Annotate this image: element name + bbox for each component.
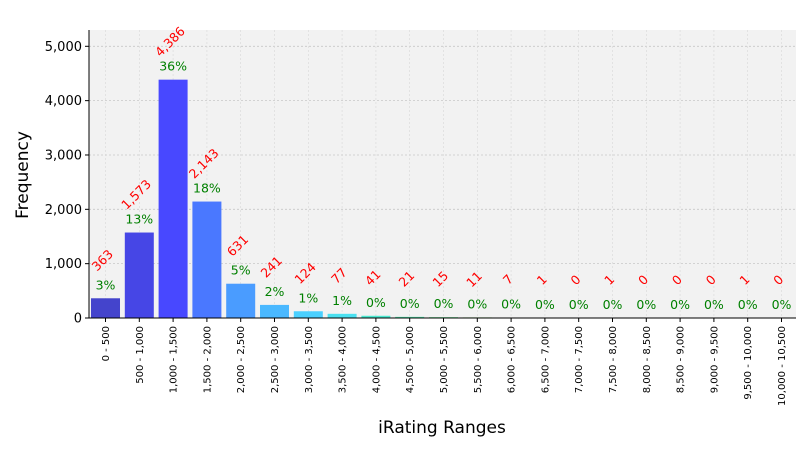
bar (327, 313, 357, 318)
x-axis-ticks: 0 - 500 500 - 1,000 1,000 - 1,500 1,500 - 2… (101, 318, 788, 406)
percent-label: 0% (366, 295, 386, 310)
x-tick-label: 1,500 - 2,000 (202, 326, 213, 393)
x-tick-label: 7,500 - 8,000 (608, 326, 619, 393)
percent-label: 18% (193, 181, 221, 196)
x-tick-label: 500 - 1,000 (135, 326, 146, 384)
x-tick-label: 7,000 - 7,500 (574, 326, 585, 393)
percent-labels: 3% 13% 36% 18% 5% 2% 1% 1% 0% 0% 0% 0% 0% 0% 0% 0% 0% 0% 0… (96, 59, 792, 312)
percent-label: 0% (772, 297, 792, 312)
x-axis-title: iRating Ranges (378, 418, 506, 438)
bar (91, 298, 120, 318)
bar (192, 201, 222, 318)
bar (158, 79, 188, 318)
y-axis-ticks: 0 1,000 2,000 3,000 4,000 5,000 (45, 40, 89, 327)
x-tick-label: 9,500 - 10,000 (743, 326, 754, 400)
percent-label: 5% (231, 263, 251, 278)
percent-label: 0% (738, 297, 758, 312)
bar (395, 316, 425, 318)
x-tick-label: 6,500 - 7,000 (540, 326, 551, 393)
y-axis-title: Frequency (13, 131, 33, 219)
bar (124, 232, 154, 318)
percent-label: 36% (159, 59, 187, 74)
x-tick-label: 3,500 - 4,000 (338, 326, 349, 393)
percent-label: 2% (265, 284, 285, 299)
y-tick-label: 1,000 (45, 257, 82, 272)
percent-label: 0% (704, 297, 724, 312)
percent-label: 0% (535, 297, 555, 312)
x-tick-label: 6,000 - 6,500 (507, 326, 518, 393)
y-tick-label: 4,000 (45, 94, 82, 109)
percent-label: 0% (670, 297, 690, 312)
x-tick-label: 8,000 - 8,500 (642, 326, 653, 393)
x-tick-label: 4,000 - 4,500 (371, 326, 382, 393)
x-tick-label: 10,000 - 10,500 (777, 326, 788, 406)
bar (260, 304, 289, 318)
x-tick-label: 0 - 500 (101, 326, 112, 361)
y-tick-label: 3,000 (45, 148, 82, 163)
bar (293, 311, 323, 318)
x-tick-label: 5,000 - 5,500 (439, 326, 450, 393)
x-tick-label: 5,500 - 6,000 (473, 326, 484, 393)
bar (361, 315, 391, 318)
y-tick-label: 2,000 (45, 203, 82, 218)
percent-label: 13% (125, 212, 153, 227)
percent-label: 0% (400, 296, 420, 311)
percent-label: 0% (636, 297, 656, 312)
y-tick-label: 5,000 (45, 40, 82, 55)
x-tick-label: 1,000 - 1,500 (169, 326, 180, 393)
x-tick-label: 2,000 - 2,500 (236, 326, 247, 393)
percent-label: 0% (603, 297, 623, 312)
x-tick-label: 2,500 - 3,000 (270, 326, 281, 393)
x-tick-label: 8,500 - 9,000 (676, 326, 687, 393)
percent-label: 0% (569, 297, 589, 312)
percent-label: 1% (332, 293, 352, 308)
percent-label: 0% (501, 297, 521, 312)
percent-label: 1% (298, 290, 318, 305)
percent-label: 0% (467, 296, 487, 311)
bar (226, 283, 256, 318)
percent-label: 3% (96, 277, 116, 292)
percent-label: 0% (434, 296, 454, 311)
y-tick-label: 0 (74, 312, 82, 327)
bars (91, 79, 763, 318)
x-tick-label: 4,500 - 5,000 (405, 326, 416, 393)
grid-lines (89, 30, 796, 318)
x-tick-label: 9,000 - 9,500 (709, 326, 720, 393)
x-tick-label: 3,000 - 3,500 (304, 326, 315, 393)
